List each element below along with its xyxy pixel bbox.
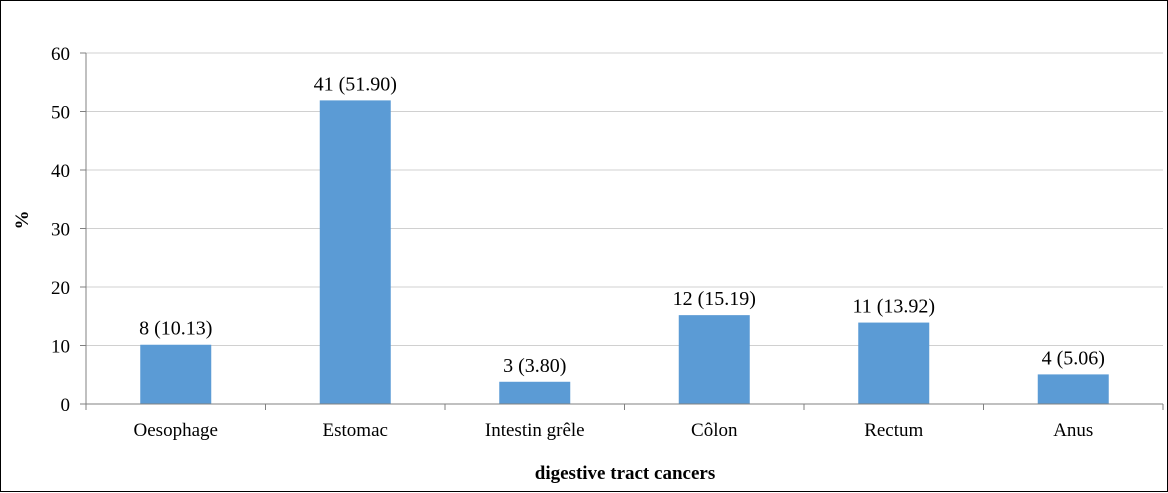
x-axis-title: digestive tract cancers — [535, 463, 715, 484]
y-axis-title: % — [12, 211, 33, 230]
y-tick-label: 50 — [51, 103, 70, 124]
data-label: 4 (5.06) — [1042, 347, 1105, 369]
y-tick-label: 0 — [61, 395, 71, 416]
bar-1 — [319, 100, 391, 404]
data-label: 8 (10.13) — [139, 318, 212, 340]
x-category-label: Estomac — [323, 420, 388, 441]
bar-2 — [499, 381, 571, 404]
data-label: 41 (51.90) — [314, 73, 397, 95]
y-tick-label: 10 — [51, 337, 70, 358]
axes — [80, 52, 1164, 410]
bar-4 — [858, 322, 930, 404]
data-label: 11 (13.92) — [852, 296, 935, 318]
bar-0 — [140, 344, 212, 404]
y-tick-label: 40 — [51, 161, 70, 182]
bar-3 — [678, 315, 750, 404]
bars — [140, 100, 1109, 404]
bar-5 — [1037, 374, 1109, 404]
gridlines — [86, 52, 1163, 346]
x-category-label: Rectum — [864, 420, 923, 441]
x-category-label: Anus — [1053, 420, 1093, 441]
y-tick-label: 30 — [51, 220, 70, 241]
data-label: 12 (15.19) — [673, 288, 756, 310]
data-label: 3 (3.80) — [503, 355, 566, 377]
y-tick-label: 20 — [51, 278, 70, 299]
x-category-label: Intestin grêle — [485, 420, 585, 441]
y-tick-label: 60 — [51, 44, 70, 65]
x-category-label: Côlon — [691, 420, 738, 441]
x-category-label: Oesophage — [134, 420, 218, 441]
labels: 0 10 20 30 40 50 60 8 (10.13) Oesophage 41 (51.90… — [51, 44, 1105, 441]
